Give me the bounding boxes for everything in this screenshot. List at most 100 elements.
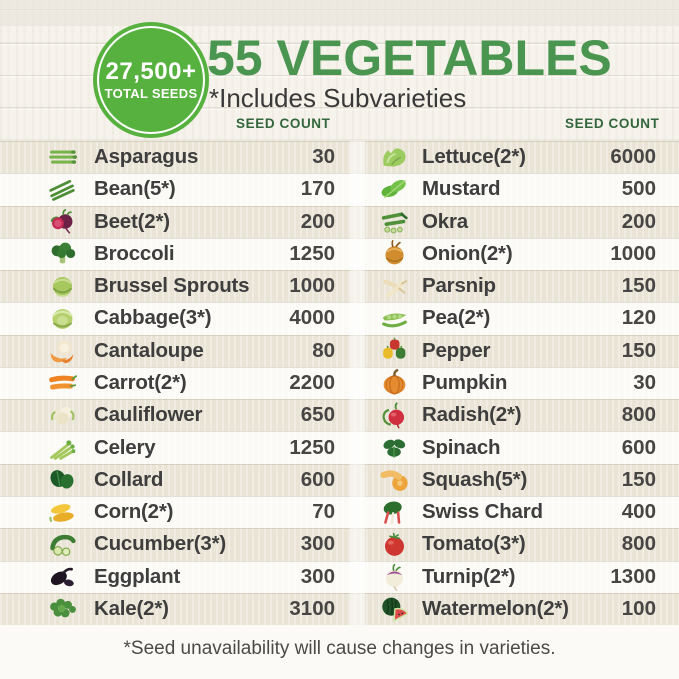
row-stripe	[0, 237, 679, 271]
seed-count-value: 1250	[289, 435, 335, 459]
table-row: Tomato(3*) 800	[366, 528, 656, 560]
seed-count-value: 30	[633, 370, 656, 394]
seed-count-value: 120	[621, 306, 656, 330]
cucumber-icon	[30, 530, 94, 559]
row-stripe	[0, 399, 679, 432]
vegetable-name: Kale(2*)	[94, 596, 169, 620]
row-stripe	[0, 205, 679, 238]
vegetable-name: Corn(2*)	[94, 500, 174, 524]
vegetable-name: Watermelon(2*)	[422, 596, 569, 620]
seed-count-value: 200	[621, 209, 656, 233]
table-row: Eggplant 300	[30, 560, 335, 592]
table-row: Pumpkin 30	[366, 367, 656, 399]
vegetable-table-right: Lettuce(2*) 6000 Mustard 500 Okra 200 Onion(2*…	[366, 141, 656, 625]
table-row: Spinach 600	[366, 431, 656, 463]
vegetable-name: Carrot(2*)	[94, 370, 187, 394]
seed-count-value: 100	[621, 596, 656, 620]
seed-count-value: 3100	[289, 596, 335, 620]
broccoli-icon	[30, 239, 94, 268]
seed-count-header-left: SEED COUNT	[236, 116, 331, 131]
row-stripe	[0, 270, 679, 303]
squash-icon	[366, 465, 422, 494]
mustard-icon	[366, 175, 422, 204]
table-row: Bean(5*) 170	[30, 173, 335, 205]
vegetable-name: Swiss Chard	[422, 500, 543, 524]
row-stripe	[0, 528, 679, 561]
seed-count-value: 150	[621, 338, 656, 362]
parsnip-icon	[366, 272, 422, 301]
table-row: Broccoli 1250	[30, 238, 335, 270]
corn-icon	[30, 498, 94, 527]
seed-count-value: 1000	[289, 274, 335, 298]
page-subtitle: *Includes Subvarieties	[209, 83, 467, 113]
vegetable-name: Parsnip	[422, 274, 496, 298]
vegetable-name: Okra	[422, 209, 468, 233]
total-seeds-badge: 27,500+ TOTAL SEEDS	[93, 22, 209, 138]
seed-count-value: 1250	[289, 241, 335, 265]
table-row: Asparagus 30	[30, 141, 335, 173]
seed-count-value: 150	[621, 274, 656, 298]
seed-count-value: 300	[300, 532, 335, 556]
vegetable-name: Turnip(2*)	[422, 564, 516, 588]
vegetable-table-left: Asparagus 30 Bean(5*) 170 Beet(2*) 200 Broccol…	[30, 141, 335, 625]
vegetable-name: Cucumber(3*)	[94, 532, 227, 556]
seed-count-value: 500	[621, 177, 656, 201]
seed-count-value: 1300	[610, 564, 656, 588]
table-row: Watermelon(2*) 100	[366, 593, 656, 625]
vegetable-name: Tomato(3*)	[422, 532, 526, 556]
beet-icon	[30, 207, 94, 236]
seed-count-value: 170	[300, 177, 335, 201]
vegetable-name: Squash(5*)	[422, 467, 528, 491]
table-row: Beet(2*) 200	[30, 206, 335, 238]
seed-count-value: 200	[300, 209, 335, 233]
table-row: Pepper 150	[366, 335, 656, 367]
row-stripe	[0, 173, 679, 206]
table-row: Squash(5*) 150	[366, 464, 656, 496]
table-row: Collard 600	[30, 464, 335, 496]
vegetable-name: Brussel Sprouts	[94, 274, 250, 298]
seed-count-value: 4000	[289, 306, 335, 330]
seed-count-value: 800	[621, 532, 656, 556]
seed-count-value: 30	[312, 145, 335, 169]
vegetable-name: Pea(2*)	[422, 306, 491, 330]
watermelon-icon	[366, 594, 422, 623]
asparagus-icon	[30, 143, 94, 172]
cabbage-icon	[30, 304, 94, 333]
pea-icon	[366, 304, 422, 333]
seed-count-value: 400	[621, 500, 656, 524]
collard-icon	[30, 465, 94, 494]
vegetable-name: Asparagus	[94, 145, 199, 169]
page-title: 55 VEGETABLES	[207, 30, 612, 86]
vegetable-name: Pumpkin	[422, 370, 508, 394]
table-row: Radish(2*) 800	[366, 399, 656, 431]
row-stripe	[0, 463, 679, 496]
seed-count-header-right: SEED COUNT	[565, 116, 660, 131]
swiss-chard-icon	[366, 498, 422, 527]
vegetable-name: Broccoli	[94, 241, 175, 265]
vegetable-name: Bean(5*)	[94, 177, 176, 201]
table-row: Okra 200	[366, 206, 656, 238]
table-row: Onion(2*) 1000	[366, 238, 656, 270]
turnip-icon	[366, 562, 422, 592]
seed-count-value: 80	[312, 338, 335, 362]
row-stripe	[0, 141, 679, 174]
table-row: Lettuce(2*) 6000	[366, 141, 656, 173]
seed-count-value: 600	[621, 435, 656, 459]
seed-count-value: 1000	[610, 241, 656, 265]
total-seeds-count: 27,500+	[105, 58, 197, 86]
table-row: Pea(2*) 120	[366, 302, 656, 334]
table-row: Turnip(2*) 1300	[366, 560, 656, 592]
table-row: Kale(2*) 3100	[30, 593, 335, 625]
okra-icon	[366, 207, 422, 236]
table-row: Brussel Sprouts 1000	[30, 270, 335, 302]
celery-icon	[30, 433, 94, 462]
seed-count-value: 70	[312, 500, 335, 524]
vegetable-name: Cabbage(3*)	[94, 306, 212, 330]
table-row: Cauliflower 650	[30, 399, 335, 431]
footer-band	[0, 625, 679, 679]
row-stripe	[0, 334, 679, 367]
row-stripe	[0, 366, 679, 400]
vegetable-name: Collard	[94, 467, 164, 491]
carrot-icon	[30, 368, 94, 397]
